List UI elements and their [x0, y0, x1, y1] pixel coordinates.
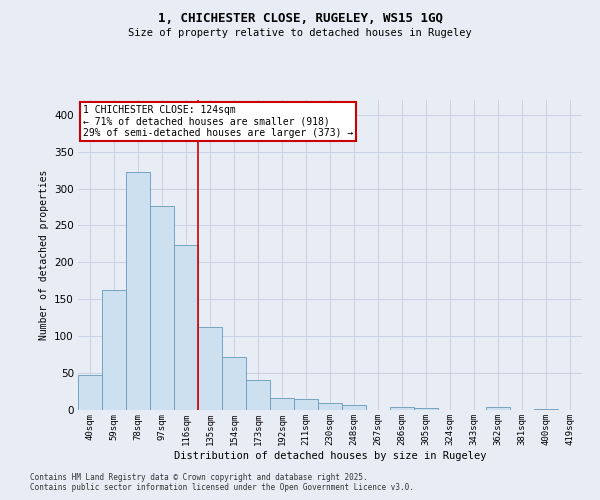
Y-axis label: Number of detached properties: Number of detached properties: [38, 170, 49, 340]
Bar: [534, 408, 558, 410]
Text: 1, CHICHESTER CLOSE, RUGELEY, WS15 1GQ: 1, CHICHESTER CLOSE, RUGELEY, WS15 1GQ: [157, 12, 443, 26]
Bar: [198, 328, 222, 410]
Bar: [390, 407, 414, 410]
Bar: [486, 407, 510, 410]
Bar: [150, 206, 174, 410]
Bar: [174, 244, 198, 410]
Text: Size of property relative to detached houses in Rugeley: Size of property relative to detached ho…: [128, 28, 472, 38]
Bar: [318, 404, 342, 410]
Bar: [78, 374, 102, 410]
Bar: [294, 399, 318, 410]
Bar: [414, 408, 438, 410]
Bar: [342, 405, 366, 410]
Bar: [270, 398, 294, 410]
X-axis label: Distribution of detached houses by size in Rugeley: Distribution of detached houses by size …: [174, 450, 486, 460]
Text: 1 CHICHESTER CLOSE: 124sqm
← 71% of detached houses are smaller (918)
29% of sem: 1 CHICHESTER CLOSE: 124sqm ← 71% of deta…: [83, 104, 353, 138]
Bar: [126, 172, 150, 410]
Text: Contains public sector information licensed under the Open Government Licence v3: Contains public sector information licen…: [30, 484, 414, 492]
Bar: [102, 290, 126, 410]
Text: Contains HM Land Registry data © Crown copyright and database right 2025.: Contains HM Land Registry data © Crown c…: [30, 474, 368, 482]
Bar: [246, 380, 270, 410]
Bar: [222, 357, 246, 410]
